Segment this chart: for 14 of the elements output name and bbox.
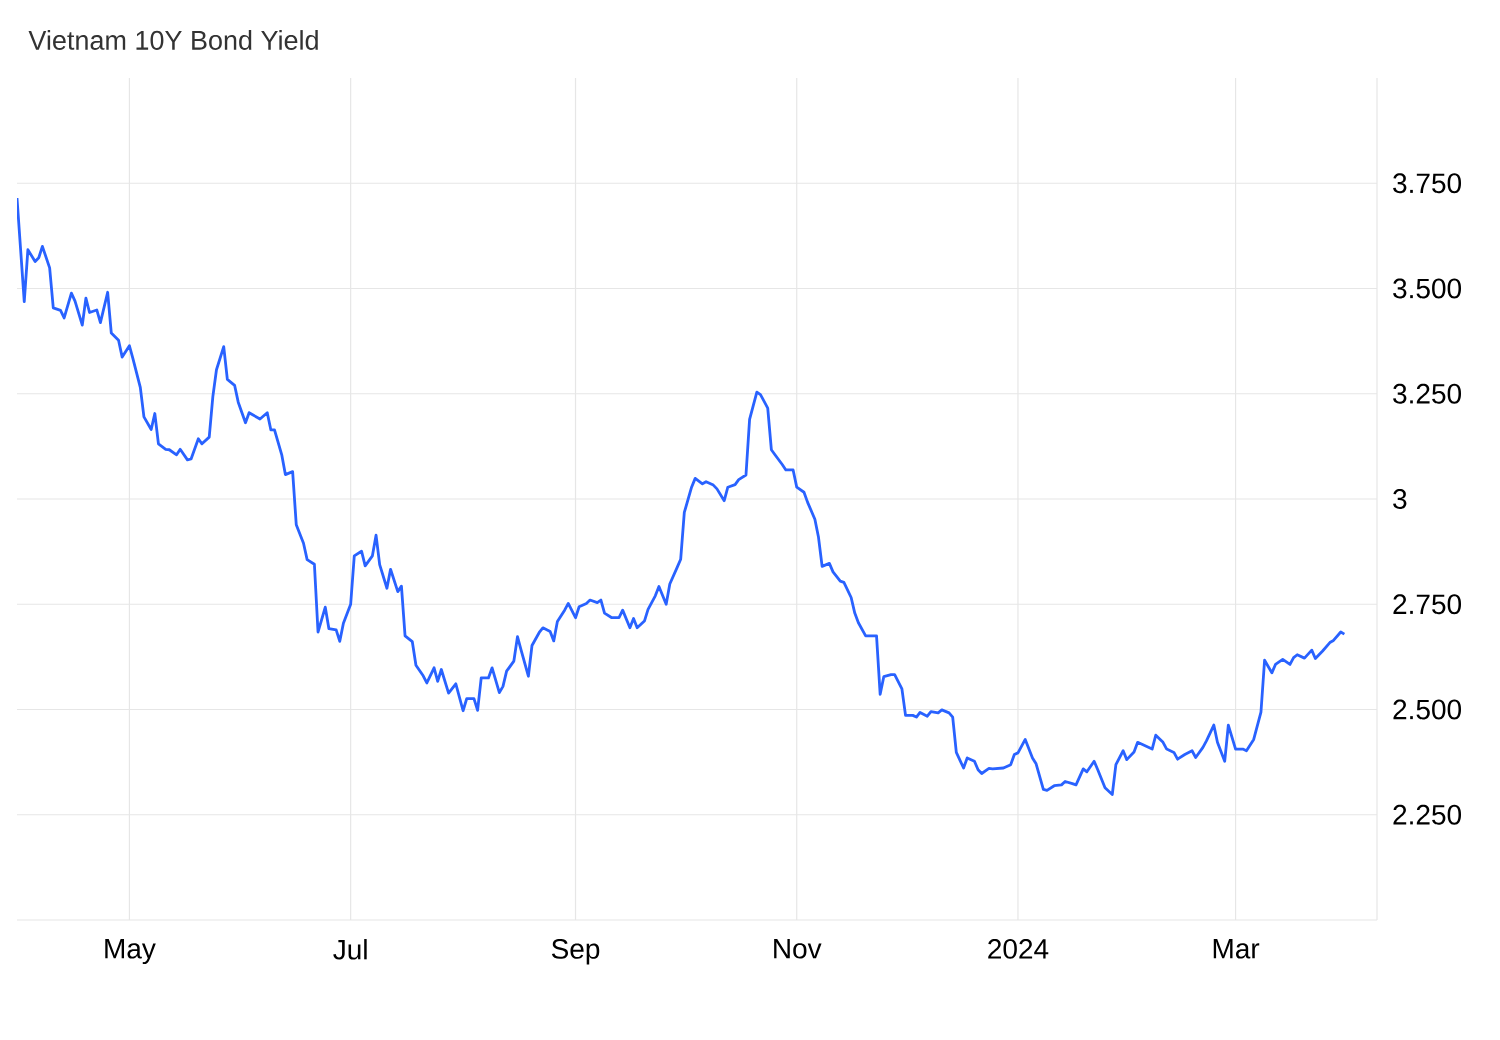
- y-tick-label: 3.250: [1393, 383, 1462, 404]
- y-tick-label: 2.250: [1393, 804, 1462, 825]
- x-tick-label: May: [105, 939, 156, 965]
- x-tick-label: Mar: [1213, 939, 1260, 959]
- x-tick-label: Nov: [774, 939, 822, 959]
- x-tick-label: 2024: [988, 939, 1049, 959]
- y-tick-label: 3.500: [1393, 278, 1462, 299]
- y-tick-label: 3.750: [1393, 173, 1462, 194]
- y-tick-label: 3: [1393, 489, 1407, 509]
- y-tick-label: 2.750: [1393, 594, 1462, 615]
- y-tick-label: 2.500: [1393, 699, 1462, 720]
- x-tick-label: Sep: [551, 939, 600, 965]
- chart-title: Vietnam 10Y Bond Yield: [28, 30, 318, 50]
- x-tick-label: Jul: [333, 939, 367, 960]
